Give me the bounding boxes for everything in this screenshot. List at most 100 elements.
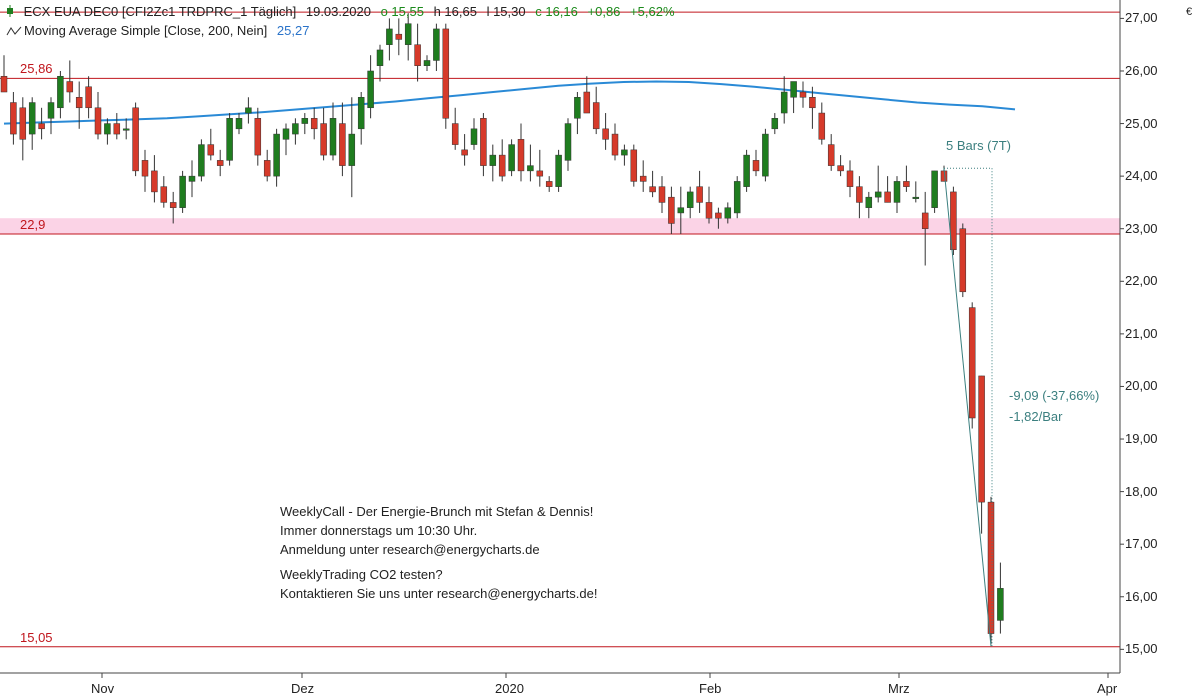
candle-body [263,160,271,177]
candle-body [339,123,346,166]
indicator-name: Moving Average Simple [Close, 200, Nein] [24,23,268,38]
candle [282,123,290,156]
candle [893,176,901,213]
candle [790,81,797,114]
candle-body [724,207,732,219]
candle-body [216,160,224,166]
candle [780,76,788,124]
candle [216,149,224,177]
candle [254,107,262,166]
candle-body [818,112,826,140]
y-tick-label: 21,00 [1125,325,1158,341]
candle [696,170,703,213]
candle-body [715,212,722,219]
candle [837,155,844,177]
y-tick-label: 27,00 [1125,10,1158,26]
candle [856,176,863,219]
candle [668,186,675,234]
candle [809,86,816,129]
candle-body [207,144,215,156]
candle [169,191,177,224]
candle [451,107,459,150]
y-tick-label: 22,00 [1125,273,1158,289]
candle [639,160,647,192]
candle-body [508,144,515,172]
candle-body [433,28,440,61]
candle [263,149,271,182]
candle-body [19,107,27,140]
candle [771,113,779,135]
candle [621,144,628,166]
candle-body [179,175,186,208]
candle-body [592,102,600,130]
ma-icon [6,25,22,40]
candle [132,102,139,177]
candle [160,176,168,208]
candle-body [771,118,779,130]
candle [423,55,431,71]
candle [57,70,64,119]
candle-body [386,28,393,45]
change-value: +0,86 [587,4,621,19]
currency-label: € [1186,6,1193,18]
candle [715,207,722,229]
candle [818,102,826,145]
candles-layer [0,13,1004,645]
candle-body [564,123,572,161]
candle [38,107,45,140]
candle [508,139,515,177]
candle-body [517,139,525,172]
candle-body [846,170,854,187]
candle [320,107,327,161]
candle [179,170,186,213]
candle [733,176,741,219]
candle-body [968,307,976,419]
candle-body [912,196,920,199]
close-value: c 16,16 [535,4,578,19]
candle [339,102,346,177]
candle-body [658,186,666,203]
candle-body [480,118,487,166]
candle [301,113,309,135]
candle-body [668,196,675,224]
candle-body [235,118,243,130]
candle-body [414,44,421,66]
candle [602,113,609,150]
candle [987,496,995,645]
level-label-22-9: 22,9 [20,216,46,232]
candle-body [639,175,647,182]
candle-body [752,160,760,172]
candle [827,134,835,171]
candle [66,60,74,103]
candle-body [357,97,365,130]
candle [498,139,506,182]
candle [527,144,534,182]
message-line-4: WeeklyTrading CO2 testen? [280,567,443,582]
symbol-label: ECX EUA DEC0 [CFI2Zc1 TRDPRC_1 Täglich] [23,4,297,19]
candle [677,186,685,234]
candle [931,170,938,213]
candle-body [160,186,168,203]
candle [724,202,732,224]
candle-body [122,128,130,131]
candle-body [874,191,882,198]
candle [630,144,638,187]
candle-body [799,91,807,98]
y-tick-label: 18,00 [1125,483,1158,499]
delta-annotation: -9,09 (-37,66%) [1009,388,1100,403]
candle [235,113,243,135]
candle [367,55,374,119]
candle-body [950,191,957,250]
candle-body [705,202,713,219]
candle-body [602,128,609,140]
per-bar-annotation: -1,82/Bar [1009,409,1063,424]
candle [226,113,233,166]
candle-body [809,97,816,109]
x-tick-label: 2020 [495,681,524,696]
candle-body [903,181,910,187]
candle [574,92,581,135]
y-tick-label: 26,00 [1125,62,1158,78]
y-tick-label: 25,00 [1125,115,1158,131]
candle-body [827,144,835,166]
bars-count-annotation: 5 Bars (7T) [946,138,1012,153]
